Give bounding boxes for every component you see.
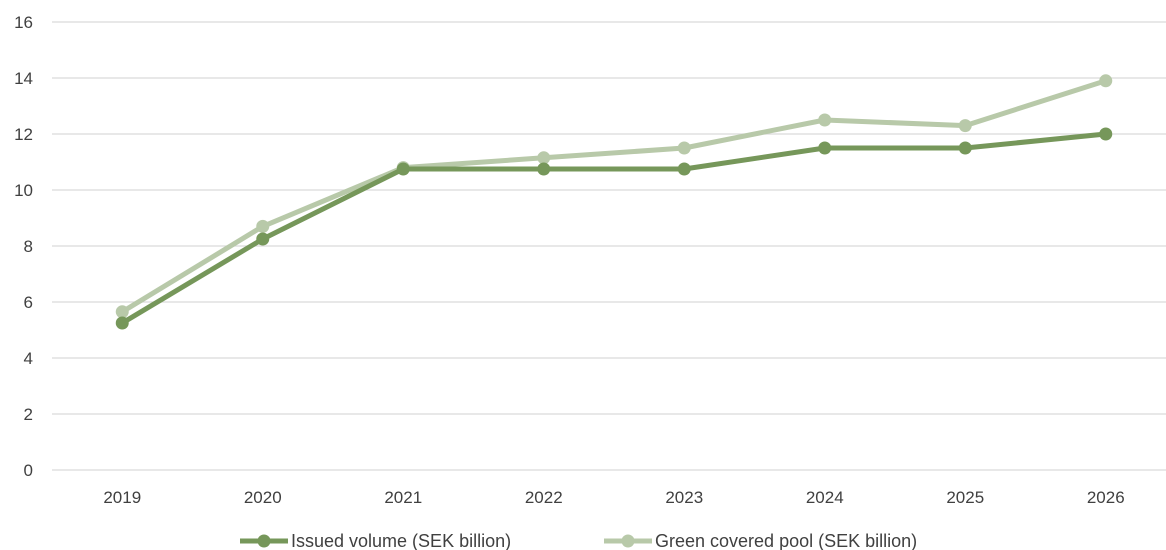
series-1 xyxy=(115,74,1113,319)
y-tick-label: 16 xyxy=(14,13,33,32)
x-tick-label: 2026 xyxy=(1087,488,1125,507)
data-point xyxy=(537,162,551,176)
y-tick-label: 14 xyxy=(14,69,33,88)
x-tick-label: 2020 xyxy=(244,488,282,507)
data-point xyxy=(115,316,129,330)
series-lines xyxy=(115,74,1113,330)
legend-label: Green covered pool (SEK billion) xyxy=(655,531,917,550)
data-point xyxy=(396,162,410,176)
data-point xyxy=(1099,74,1113,88)
y-axis-tick-labels: 0 2 4 6 8 10 12 14 16 xyxy=(14,13,33,480)
series-line xyxy=(119,131,1109,326)
legend-item: Green covered pool (SEK billion) xyxy=(604,531,917,550)
data-point xyxy=(677,141,691,155)
y-tick-label: 6 xyxy=(24,293,33,312)
data-point xyxy=(818,141,832,155)
data-point xyxy=(256,219,270,233)
data-point xyxy=(818,113,832,127)
data-point xyxy=(958,141,972,155)
series-line xyxy=(119,78,1109,315)
y-tick-label: 4 xyxy=(24,349,33,368)
x-tick-label: 2023 xyxy=(665,488,703,507)
data-point xyxy=(958,119,972,133)
data-point xyxy=(677,162,691,176)
gridlines xyxy=(52,21,1166,471)
legend-item: Issued volume (SEK billion) xyxy=(240,531,511,550)
x-tick-label: 2022 xyxy=(525,488,563,507)
y-tick-label: 12 xyxy=(14,125,33,144)
data-point xyxy=(115,305,129,319)
x-tick-label: 2025 xyxy=(946,488,984,507)
legend-label: Issued volume (SEK billion) xyxy=(291,531,511,550)
data-point xyxy=(1099,127,1113,141)
x-tick-label: 2024 xyxy=(806,488,844,507)
y-tick-label: 8 xyxy=(24,237,33,256)
data-point xyxy=(256,232,270,246)
series-0 xyxy=(115,127,1113,330)
legend: Issued volume (SEK billion) Green covered… xyxy=(240,531,917,550)
x-axis-tick-labels: 2019 2020 2021 2022 2023 2024 2025 2026 xyxy=(103,488,1124,507)
data-point xyxy=(537,151,551,165)
y-tick-label: 2 xyxy=(24,405,33,424)
y-tick-label: 0 xyxy=(24,461,33,480)
y-tick-label: 10 xyxy=(14,181,33,200)
x-tick-label: 2019 xyxy=(103,488,141,507)
legend-swatch-marker xyxy=(621,534,635,548)
x-tick-label: 2021 xyxy=(384,488,422,507)
legend-swatch-marker xyxy=(257,534,271,548)
